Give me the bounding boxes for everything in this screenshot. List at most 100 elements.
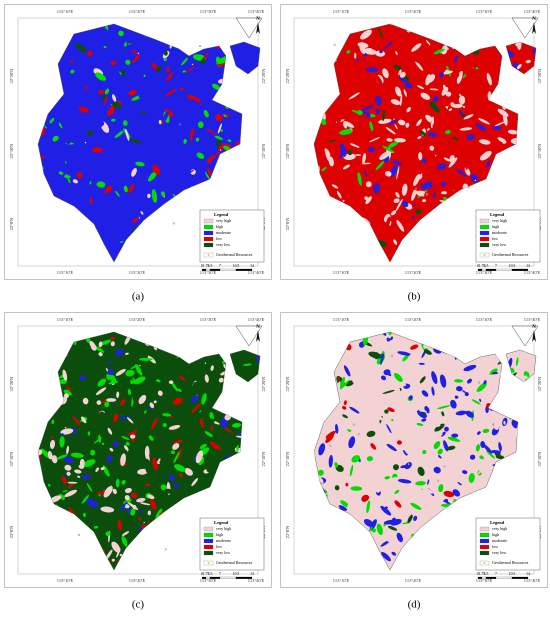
map-patch: [427, 479, 430, 485]
map-patch: [110, 341, 115, 347]
map-frame: [17, 325, 259, 575]
map-patch: [86, 130, 94, 137]
map-patch: [101, 357, 107, 370]
map-patch: [396, 220, 405, 232]
map-patch: [451, 390, 463, 397]
map-patch: [380, 375, 387, 381]
map-patch: [403, 89, 407, 97]
resource-point: [329, 444, 332, 447]
map-patch: [106, 398, 117, 402]
map-patch: [343, 153, 356, 161]
map-patch: [220, 417, 228, 428]
map-patch: [145, 483, 151, 487]
map-patch: [54, 108, 63, 116]
island: [229, 349, 261, 383]
map-patch: [389, 247, 394, 253]
map-patch: [395, 86, 402, 97]
map-patch: [64, 489, 77, 498]
map-patch: [437, 448, 443, 455]
map-patch: [61, 433, 65, 438]
map-patch: [79, 375, 86, 381]
map-patch: [445, 499, 448, 503]
map-patch: [356, 366, 366, 377]
legend-swatch: [203, 532, 214, 538]
map-patch: [85, 84, 88, 90]
map-patch: [429, 354, 435, 360]
map-patch: [446, 445, 456, 451]
map-patch: [359, 43, 366, 54]
map-patch: [149, 128, 153, 132]
map-patch: [117, 100, 122, 106]
map-patch: [394, 79, 400, 84]
map-patch: [67, 481, 78, 484]
map-patch: [120, 221, 127, 228]
map-patch: [115, 368, 126, 376]
longitude-label: 113°40'E: [524, 270, 541, 275]
map-patch: [100, 495, 111, 502]
map-patch: [58, 171, 64, 175]
map-patch: [375, 75, 383, 87]
map-patch: [413, 188, 423, 191]
map-patch: [109, 447, 114, 452]
latitude-label: 22°10'N: [9, 143, 14, 159]
legend-label: low: [492, 236, 498, 241]
map-patch: [125, 352, 129, 355]
map-patch: [86, 372, 97, 381]
legend-label: low: [492, 544, 498, 549]
map-patch: [342, 199, 345, 203]
longitude-label: 113°40'E: [248, 9, 265, 14]
scale-label: 14: [250, 572, 254, 576]
map-patch: [366, 500, 371, 514]
map-patch: [157, 390, 163, 396]
resource-point: [474, 179, 477, 182]
legend-label: very low: [216, 242, 230, 247]
map-patch: [359, 348, 362, 351]
map-patch: [171, 450, 175, 455]
map-patch: [390, 99, 401, 106]
map-patch: [445, 91, 452, 97]
map-patch: [396, 532, 403, 543]
map-patch: [469, 429, 481, 438]
map-patch: [58, 122, 63, 129]
map-patch: [498, 441, 502, 452]
map-patch: [372, 528, 376, 533]
map-patch: [355, 154, 362, 156]
map-patch: [206, 154, 216, 165]
map-patch: [222, 116, 233, 124]
map-patch: [358, 82, 365, 88]
map-patch: [175, 185, 181, 190]
map-patch: [337, 381, 341, 388]
map-patch: [378, 332, 387, 336]
map-patch: [394, 489, 400, 494]
map-patch: [331, 184, 339, 189]
map-patch: [422, 199, 427, 203]
resource-point: [84, 141, 87, 144]
map-patch: [115, 478, 120, 488]
map-patch: [154, 80, 168, 85]
map-patch: [108, 380, 119, 385]
longitude-label: 113°30'E: [200, 270, 217, 275]
longitude-label: 113°40'E: [248, 317, 265, 322]
map-patch: [200, 58, 206, 65]
resource-point: [78, 533, 80, 536]
map-patch: [415, 209, 422, 215]
map-patch: [100, 467, 105, 470]
map-patch: [148, 435, 154, 441]
map-patch: [435, 194, 445, 204]
map-patch: [459, 110, 463, 116]
map-patch: [386, 443, 397, 452]
map-patch: [83, 512, 86, 518]
map-patch: [162, 423, 167, 427]
north-label: N: [256, 325, 260, 330]
map-patch: [382, 68, 389, 79]
map-patch: [232, 127, 237, 132]
map-patch: [342, 164, 351, 170]
map-patch: [125, 441, 130, 447]
map-patch: [226, 451, 232, 456]
map-patch: [117, 96, 121, 99]
map-patch: [57, 116, 68, 123]
map-patch: [81, 494, 90, 504]
map-patch: [473, 436, 480, 443]
map-patch: [222, 360, 225, 364]
scale-segment: [511, 268, 529, 271]
